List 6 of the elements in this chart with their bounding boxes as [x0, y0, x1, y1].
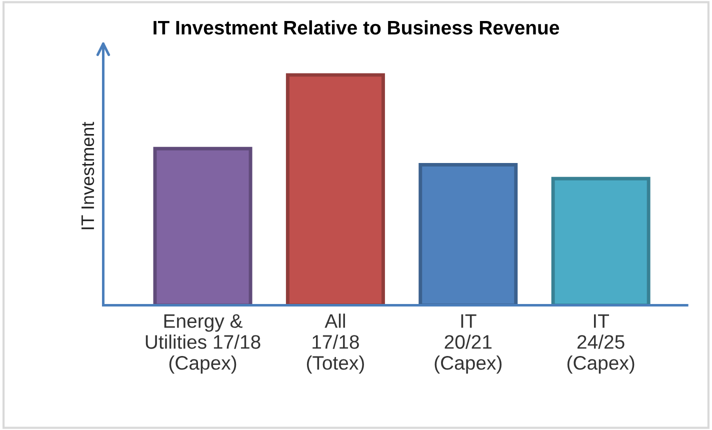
x-tick-label: IT 20/21 (Capex) — [434, 314, 502, 374]
chart-title: IT Investment Relative to Business Revenue — [154, 20, 560, 35]
x-tick-label: IT 24/25 (Capex) — [567, 314, 634, 374]
y-axis-title: IT Investment — [82, 122, 94, 230]
x-tick-label: Energy & Utilities 17/18 (Capex) — [146, 314, 260, 374]
x-tick-label: All 17/18 (Totex) — [306, 314, 364, 374]
